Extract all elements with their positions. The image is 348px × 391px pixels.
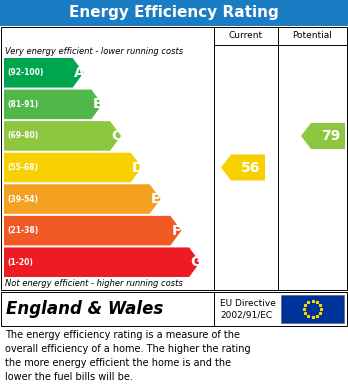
Text: B: B [92, 97, 103, 111]
Text: (39-54): (39-54) [7, 195, 38, 204]
Text: Current: Current [229, 32, 263, 41]
Text: (69-80): (69-80) [7, 131, 38, 140]
Polygon shape [4, 121, 121, 151]
Text: C: C [111, 129, 121, 143]
Polygon shape [4, 90, 102, 119]
Bar [1, 27, 347, 290]
Text: G: G [190, 255, 201, 269]
Text: 56: 56 [241, 160, 261, 174]
Bar [0, 0, 348, 26]
Polygon shape [4, 248, 200, 277]
Text: EU Directive
2002/91/EC: EU Directive 2002/91/EC [220, 299, 276, 319]
Text: D: D [132, 160, 143, 174]
Text: A: A [74, 66, 84, 80]
Text: 79: 79 [321, 129, 341, 143]
Polygon shape [301, 123, 345, 149]
Text: Very energy efficient - lower running costs: Very energy efficient - lower running co… [5, 47, 183, 56]
Polygon shape [4, 153, 142, 182]
Text: Energy Efficiency Rating: Energy Efficiency Rating [69, 5, 279, 20]
Text: (1-20): (1-20) [7, 258, 33, 267]
Text: (55-68): (55-68) [7, 163, 38, 172]
Text: (81-91): (81-91) [7, 100, 38, 109]
Text: F: F [172, 224, 181, 238]
Text: (21-38): (21-38) [7, 226, 38, 235]
Text: E: E [151, 192, 160, 206]
Text: Not energy efficient - higher running costs: Not energy efficient - higher running co… [5, 279, 183, 288]
Polygon shape [4, 184, 160, 214]
Text: The energy efficiency rating is a measure of the
overall efficiency of a home. T: The energy efficiency rating is a measur… [5, 330, 251, 382]
Text: England & Wales: England & Wales [6, 300, 163, 318]
Text: Potential: Potential [293, 32, 332, 41]
Bar [281, 295, 344, 323]
Bar [1, 292, 347, 326]
Polygon shape [4, 58, 84, 88]
Polygon shape [4, 216, 181, 246]
Polygon shape [221, 154, 265, 181]
Text: (92-100): (92-100) [7, 68, 44, 77]
